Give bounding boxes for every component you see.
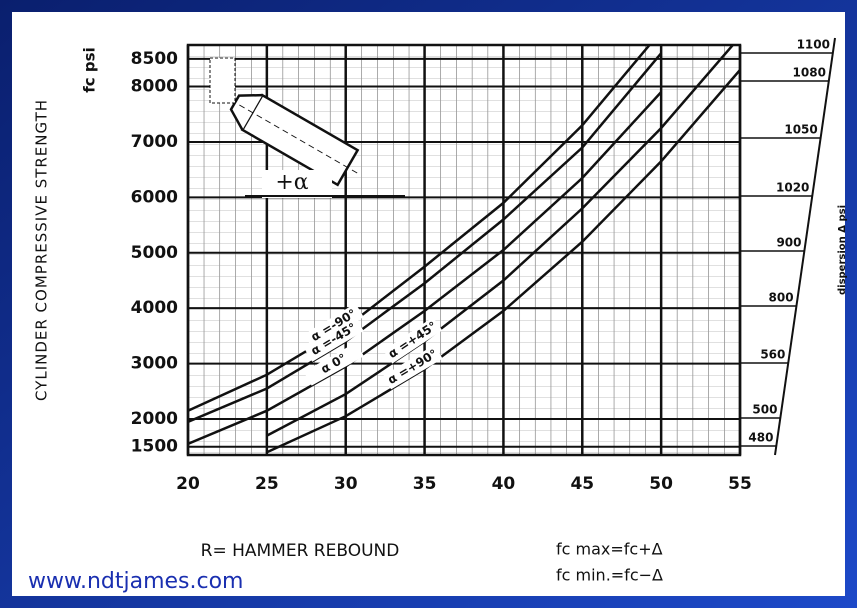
y-tick-label: 8000 [131,77,178,97]
x-tick-label: 40 [492,474,516,494]
y-tick-label: 2000 [131,409,178,429]
y-tick-label: 1500 [131,437,178,457]
y-axis-unit: fc psi [81,47,99,92]
dispersion-value: 480 [748,431,773,445]
formula: fc max=fc+Δ [556,540,663,559]
dispersion-value: 800 [769,291,794,305]
dispersion-label: dispersion Δ psi [837,205,848,295]
x-tick-label: 25 [255,474,279,494]
x-tick-label: 30 [334,474,358,494]
y-tick-label: 7000 [131,132,178,152]
dispersion-value: 900 [776,236,801,250]
source-url: www.ndtjames.com [28,569,244,594]
y-tick-label: 5000 [131,243,178,263]
formula: fc min.=fc−Δ [556,566,663,585]
chart: CYLINDER COMPRESSIVE STRENGTH fc psi dis… [0,0,857,608]
dispersion-value: 1050 [784,123,817,137]
x-tick-label: 35 [413,474,437,494]
x-axis-label: R= HAMMER REBOUND [201,541,400,561]
x-tick-label: 20 [176,474,200,494]
y-tick-label: 4000 [131,298,178,318]
dispersion-value: 1020 [776,181,809,195]
y-axis-label: CYLINDER COMPRESSIVE STRENGTH [33,99,51,401]
dispersion-value: 500 [752,403,777,417]
page: CYLINDER COMPRESSIVE STRENGTH fc psi dis… [0,0,857,608]
x-tick-label: 50 [649,474,673,494]
y-tick-label: 8500 [131,49,178,69]
surface [210,58,235,103]
inset-label: +α [275,170,308,195]
x-tick-label: 55 [728,474,752,494]
dispersion-value: 1080 [793,66,826,80]
dispersion-value: 560 [760,348,785,362]
y-tick-label: 3000 [131,354,178,374]
dispersion-value: 1100 [797,38,830,52]
x-tick-label: 45 [570,474,594,494]
y-tick-label: 6000 [131,187,178,207]
